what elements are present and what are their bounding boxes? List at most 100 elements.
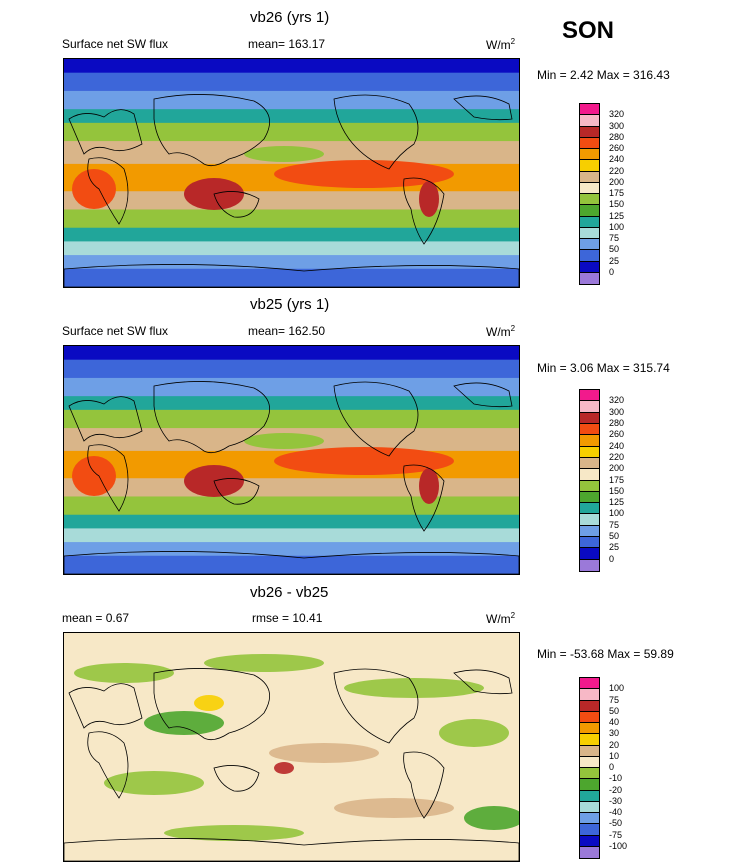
panel-2-map	[63, 345, 520, 575]
colorbar-swatch	[580, 503, 599, 515]
colorbar-swatch	[580, 149, 599, 161]
colorbar-tick-label: -75	[609, 829, 623, 840]
panel-1-mean-label: mean= 163.17	[248, 37, 326, 51]
panel-2-mean-label: mean= 162.50	[248, 324, 326, 338]
colorbar-swatch	[580, 261, 599, 273]
colorbar-swatch	[580, 239, 599, 251]
colorbar-swatch	[580, 734, 599, 746]
colorbar-swatch	[580, 205, 599, 217]
colorbar-swatch	[580, 412, 599, 424]
panel-1-title: vb26 (yrs 1)	[250, 9, 330, 26]
colorbar-swatch	[580, 491, 599, 504]
colorbar-tick-label: 50	[609, 531, 620, 542]
colorbar-swatch	[580, 813, 599, 825]
panel-1-colorbar	[579, 103, 600, 285]
colorbar-tick-label: 200	[609, 176, 625, 187]
colorbar-swatch	[580, 160, 599, 172]
panel-3-minmax: Min = -53.68 Max = 59.89	[537, 647, 674, 661]
colorbar-swatch	[580, 446, 599, 458]
colorbar-swatch	[580, 423, 599, 436]
colorbar-tick-label: 320	[609, 395, 625, 406]
colorbar-swatch	[580, 835, 599, 847]
colorbar-swatch	[580, 216, 599, 228]
panel-3-mean-label: mean = 0.67	[62, 611, 130, 625]
colorbar-swatch	[580, 171, 599, 183]
colorbar-swatch	[580, 115, 599, 127]
colorbar-swatch	[580, 401, 599, 413]
colorbar-tick-label: 260	[609, 429, 625, 440]
colorbar-tick-label: 40	[609, 717, 620, 727]
colorbar-swatch	[580, 846, 599, 858]
panel-3-rmse-label: rmse = 10.41	[252, 611, 323, 625]
panel-3-units: W/m2	[486, 611, 516, 626]
colorbar-tick-label: 25	[609, 542, 620, 553]
colorbar-swatch	[580, 272, 599, 284]
panel-2-colorbar	[579, 389, 600, 572]
colorbar-swatch	[580, 779, 599, 791]
colorbar-tick-label: 0	[609, 553, 615, 564]
colorbar-swatch	[580, 525, 599, 538]
colorbar-swatch	[580, 104, 599, 116]
panel-1-minmax: Min = 2.42 Max = 316.43	[537, 68, 670, 82]
season-label: SON	[562, 17, 615, 44]
colorbar-tick-label: 150	[609, 199, 625, 210]
panel-1-units: W/m2	[486, 37, 516, 52]
colorbar-swatch	[580, 700, 599, 712]
colorbar-swatch	[580, 457, 599, 470]
panel-2-units: W/m2	[486, 324, 516, 339]
colorbar-swatch	[580, 678, 599, 690]
colorbar-tick-label: -30	[609, 795, 623, 806]
colorbar-tick-label: 300	[609, 120, 625, 131]
colorbar-tick-label: 75	[609, 694, 620, 705]
colorbar-tick-label: 100	[609, 221, 625, 232]
panel-1-variable-label: Surface net SW flux	[62, 37, 169, 51]
colorbar-tick-label: 280	[609, 417, 625, 428]
panel-2-variable-label: Surface net SW flux	[62, 324, 169, 338]
colorbar-swatch	[580, 227, 599, 239]
panel-2-title: vb25 (yrs 1)	[250, 296, 330, 313]
colorbar-swatch	[580, 390, 599, 402]
colorbar-tick-label: -50	[609, 818, 623, 829]
colorbar-swatch	[580, 126, 599, 138]
colorbar-tick-label: -40	[609, 807, 623, 817]
colorbar-tick-label: 75	[609, 519, 620, 530]
colorbar-swatch	[580, 469, 599, 481]
colorbar-tick-label: 300	[609, 406, 625, 417]
panel-3-colorbar	[579, 677, 600, 859]
colorbar-tick-label: 100	[609, 683, 625, 694]
colorbar-tick-label: 20	[609, 739, 620, 750]
colorbar-swatch	[580, 194, 599, 206]
colorbar-tick-label: 200	[609, 463, 625, 474]
panel-3-map	[63, 632, 520, 862]
colorbar-tick-label: 240	[609, 440, 625, 451]
colorbar-tick-label: 125	[609, 497, 625, 508]
colorbar-swatch	[580, 756, 599, 768]
colorbar-tick-label: 10	[609, 750, 620, 761]
colorbar-swatch	[580, 137, 599, 149]
colorbar-swatch	[580, 801, 599, 813]
colorbar-tick-label: 0	[609, 266, 615, 277]
colorbar-swatch	[580, 723, 599, 735]
colorbar-swatch	[580, 537, 599, 549]
colorbar-swatch	[580, 711, 599, 723]
colorbar-swatch	[580, 559, 599, 571]
colorbar-tick-label: 175	[609, 474, 625, 485]
colorbar-swatch	[580, 824, 599, 836]
colorbar-tick-label: 50	[609, 705, 620, 716]
colorbar-tick-label: 30	[609, 728, 620, 739]
colorbar-swatch	[580, 250, 599, 262]
colorbar-swatch	[580, 768, 599, 780]
colorbar-tick-label: 125	[609, 210, 625, 221]
colorbar-tick-label: 50	[609, 244, 620, 255]
colorbar-tick-label: -100	[609, 840, 628, 851]
colorbar-tick-label: 75	[609, 233, 620, 243]
colorbar-tick-label: -20	[609, 784, 623, 795]
colorbar-tick-label: -10	[609, 773, 623, 784]
colorbar-swatch	[580, 790, 599, 802]
colorbar-tick-label: 175	[609, 188, 625, 198]
colorbar-tick-label: 280	[609, 131, 625, 142]
panel-1-map	[63, 58, 520, 288]
colorbar-swatch	[580, 689, 599, 701]
colorbar-swatch	[580, 548, 599, 560]
colorbar-tick-label: 260	[609, 143, 625, 153]
